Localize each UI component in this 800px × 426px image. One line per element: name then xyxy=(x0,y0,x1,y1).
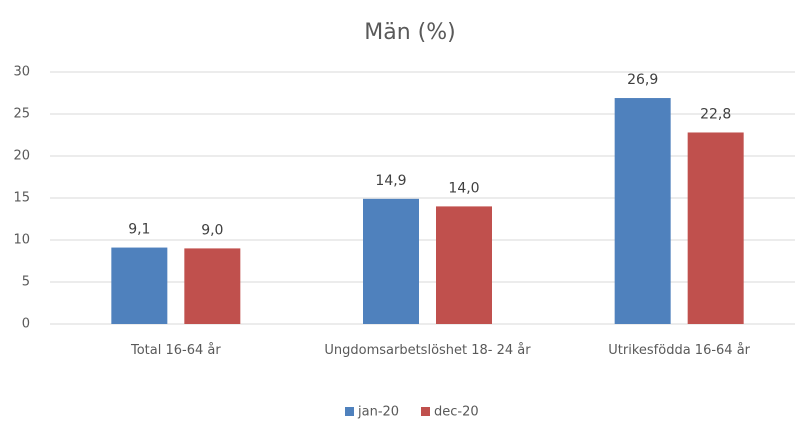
value-label: 22,8 xyxy=(700,106,731,122)
value-label: 26,9 xyxy=(627,72,658,88)
y-tick-label: 30 xyxy=(13,65,30,80)
value-label: 14,0 xyxy=(448,180,479,196)
y-tick-label: 15 xyxy=(13,191,30,206)
legend-swatch xyxy=(345,407,354,416)
y-tick-label: 20 xyxy=(13,149,30,164)
x-tick-label: Ungdomsarbetslöshet 18- 24 år xyxy=(324,343,531,358)
x-tick-label: Total 16-64 år xyxy=(130,343,221,358)
value-label: 14,9 xyxy=(375,173,406,189)
bar xyxy=(614,98,671,324)
legend-label: jan-20 xyxy=(357,405,399,420)
legend-swatch xyxy=(421,407,430,416)
bar xyxy=(363,198,419,324)
y-tick-label: 5 xyxy=(22,275,30,290)
chart-title: Män (%) xyxy=(364,20,455,45)
x-tick-label: Utrikesfödda 16-64 år xyxy=(608,343,751,358)
bar xyxy=(111,247,168,324)
y-tick-label: 10 xyxy=(13,233,30,248)
bar xyxy=(184,248,241,324)
bar xyxy=(687,132,744,324)
value-label: 9,0 xyxy=(201,222,223,238)
y-tick-label: 25 xyxy=(13,107,30,122)
y-tick-label: 0 xyxy=(22,317,30,332)
value-label: 9,1 xyxy=(128,222,150,238)
legend-label: dec-20 xyxy=(434,405,479,420)
bar xyxy=(436,206,492,324)
